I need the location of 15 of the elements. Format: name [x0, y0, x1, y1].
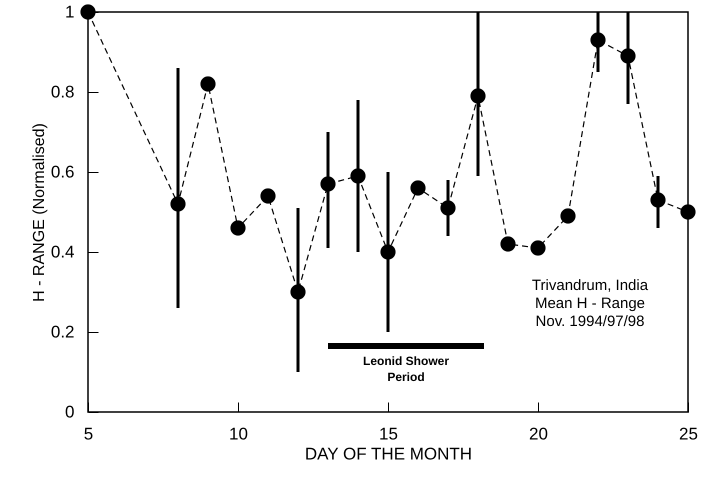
x-tick-label: 20 [529, 424, 548, 444]
x-tick-label: 15 [379, 424, 398, 444]
y-axis-title: H - RANGE (Normalised) [30, 123, 48, 302]
y-tick-label: 0.6 [50, 162, 74, 182]
y-tick-label: 0.4 [50, 242, 74, 262]
y-tick-label: 0.2 [50, 322, 74, 342]
y-tick-label: 0.8 [50, 82, 74, 102]
annotation: Trivandrum, India Mean H - Range Nov. 1994/97/98 [532, 277, 649, 330]
x-tick-label: 10 [229, 424, 248, 444]
x-tick-label: 5 [84, 424, 94, 444]
series-label: Leonid Shower Period [362, 354, 450, 384]
y-tick-label: 1 [65, 2, 74, 22]
x-tick-label: 25 [679, 424, 698, 444]
x-axis-title: DAY OF THE MONTH [304, 444, 472, 464]
y-tick-label: 0 [65, 402, 74, 422]
